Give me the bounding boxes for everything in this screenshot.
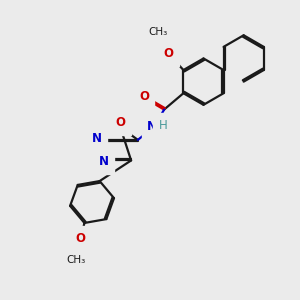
Text: O: O: [115, 116, 125, 129]
Text: CH₃: CH₃: [66, 255, 85, 265]
Text: CH₃: CH₃: [148, 27, 168, 37]
Text: H: H: [159, 118, 168, 131]
Text: O: O: [164, 47, 174, 60]
Text: N: N: [147, 120, 157, 133]
Text: N: N: [92, 132, 102, 145]
Text: N: N: [98, 155, 109, 168]
Text: O: O: [76, 232, 86, 245]
Text: O: O: [139, 90, 149, 103]
